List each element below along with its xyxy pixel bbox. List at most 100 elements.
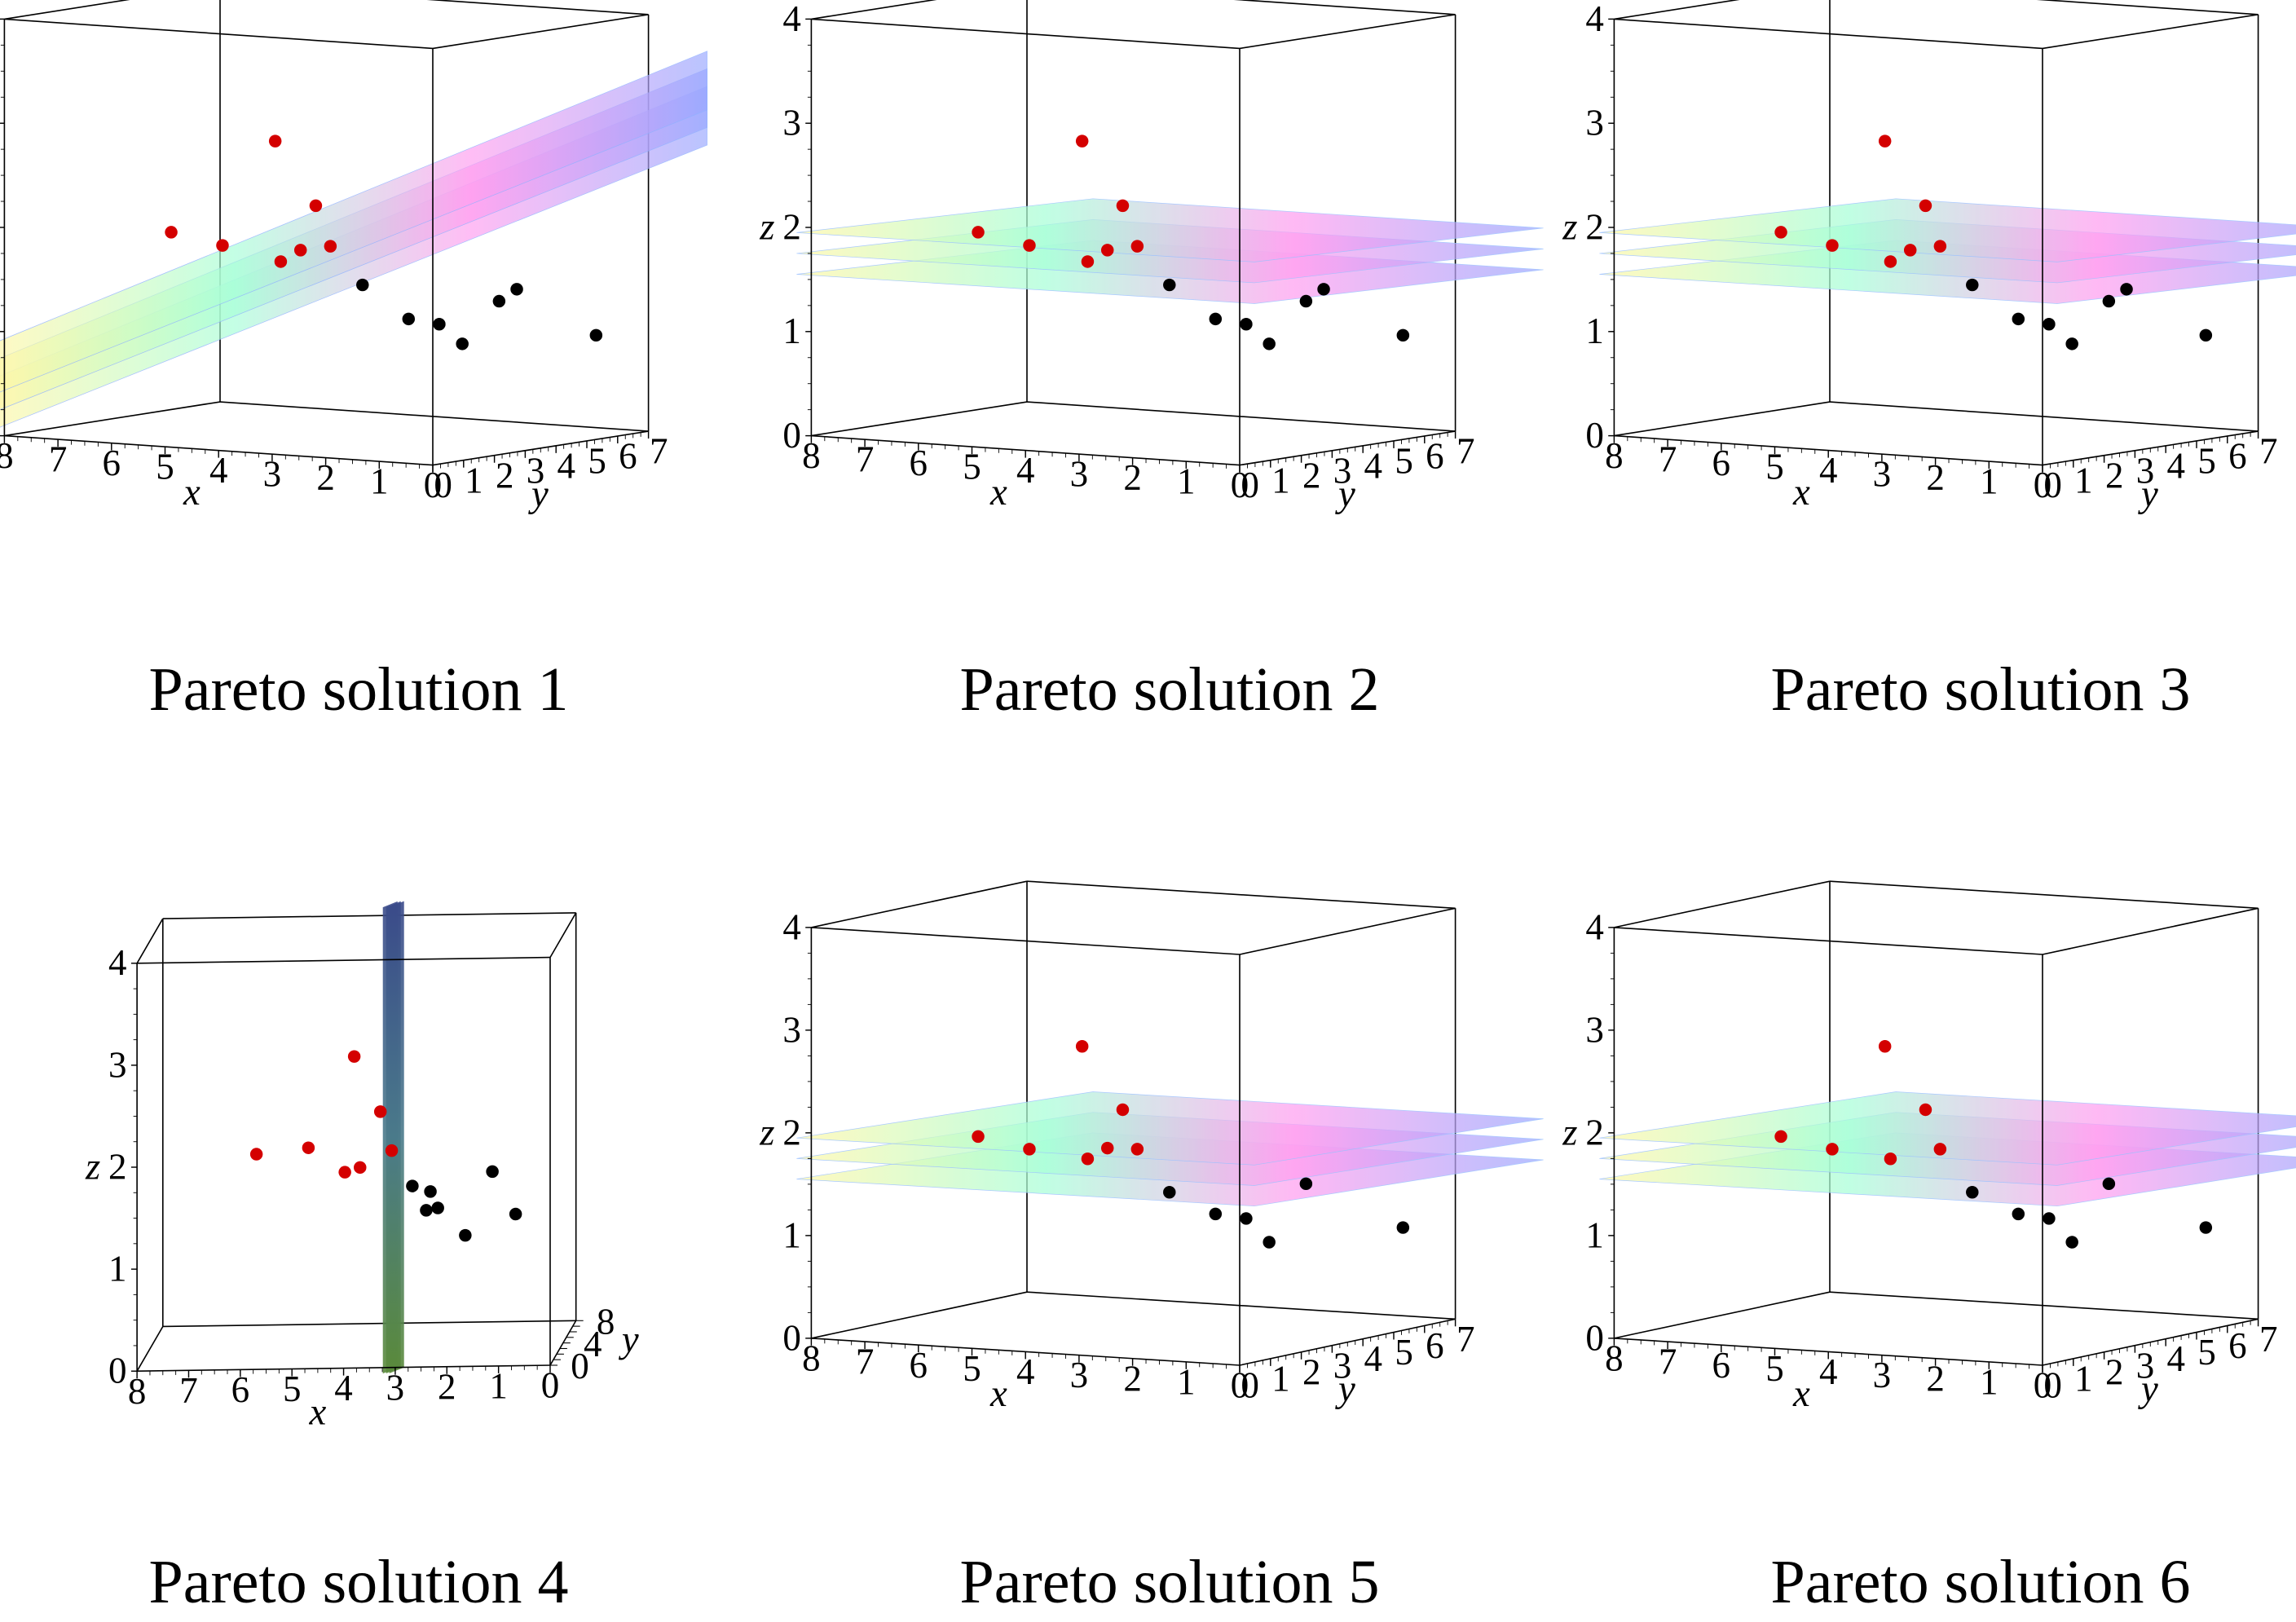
x-tick-label: 8 [802, 435, 821, 476]
z-tick-label: 4 [782, 906, 801, 947]
y-tick-label: 5 [1395, 1332, 1413, 1373]
x-tick-label: 3 [386, 1367, 405, 1408]
box-edge [1829, 401, 2259, 432]
y-tick-label: 0 [571, 1346, 589, 1386]
black-point [2065, 1236, 2078, 1249]
x-tick-label: 1 [370, 461, 389, 502]
z-tick-label: 0 [782, 1317, 801, 1358]
y-tick-label: 2 [1302, 1351, 1321, 1392]
z-tick-label: 1 [782, 1214, 801, 1255]
box-edge [1026, 880, 1456, 910]
plane-group [1599, 198, 2296, 304]
z-tick-label: 3 [1585, 1009, 1604, 1050]
plane-group [1599, 1091, 2296, 1207]
red-point [1919, 199, 1932, 213]
box-edge [1614, 0, 1740, 20]
red-point [1023, 239, 1036, 252]
red-point [1081, 1153, 1095, 1166]
red-point [1933, 1143, 1947, 1156]
y-tick-label: 7 [650, 431, 668, 472]
points-group [972, 134, 1410, 350]
black-point [589, 328, 603, 342]
z-axis-label: z [85, 1145, 100, 1188]
black-point [1163, 1185, 1176, 1199]
black-point [1263, 337, 1276, 350]
x-tick-label: 5 [963, 1348, 981, 1389]
box-edge [811, 1291, 1028, 1339]
black-point [1396, 1221, 1410, 1234]
box-edge [1614, 401, 1831, 437]
x-tick-label: 7 [1659, 439, 1677, 480]
box-edge [4, 0, 130, 20]
red-point [1826, 1143, 1839, 1156]
box-edge [432, 14, 649, 50]
x-tick-label: 6 [1712, 443, 1731, 483]
x-tick-label: 3 [1070, 1355, 1089, 1395]
red-point [1774, 1130, 1787, 1144]
red-point [1023, 1143, 1036, 1156]
points-group [1774, 1040, 2213, 1249]
black-point [2199, 328, 2213, 342]
box-edge [1026, 1291, 1456, 1320]
black-point [510, 283, 523, 296]
red-point [1826, 239, 1839, 252]
y-tick-label: 6 [1426, 1325, 1444, 1366]
box-edge [1829, 880, 2259, 910]
x-tick-label: 8 [802, 1338, 821, 1378]
red-point [324, 240, 337, 253]
x-tick-label: 3 [1873, 1355, 1892, 1395]
x-tick-label: 4 [209, 450, 228, 491]
box-edge [811, 0, 937, 20]
y-tick-label: 5 [588, 441, 606, 482]
x-axis-label: x [1792, 471, 1810, 513]
caption-6: Pareto solution 6 [1770, 1548, 2191, 1616]
x-tick-label: 6 [910, 443, 928, 483]
y-tick-label: 1 [1271, 460, 1290, 500]
black-point [1163, 278, 1176, 292]
x-tick-label: 7 [856, 1342, 875, 1382]
red-point [1100, 244, 1114, 257]
red-point [1075, 134, 1089, 148]
red-point [1130, 240, 1144, 253]
black-point [2102, 294, 2116, 308]
x-tick-label: 4 [1016, 1351, 1035, 1392]
x-tick-label: 1 [1980, 461, 1999, 502]
z-axis-label: z [1562, 205, 1577, 248]
black-point [1240, 318, 1253, 331]
x-tick-label: 0 [2034, 1365, 2052, 1406]
y-tick-label: 4 [2167, 445, 2186, 486]
points-group [1774, 134, 2213, 350]
plane-surface [0, 51, 707, 393]
z-tick-label: 2 [782, 206, 801, 247]
black-point [433, 318, 446, 331]
box-edge [2042, 907, 2259, 955]
x-tick-label: 1 [1980, 1361, 1999, 1402]
box-edge [136, 918, 164, 964]
red-point [1903, 244, 1917, 257]
x-axis-label: x [183, 471, 201, 513]
y-tick-label: 6 [1426, 436, 1444, 477]
x-axis-label: x [1792, 1373, 1810, 1415]
caption-2: Pareto solution 2 [959, 655, 1380, 724]
y-tick-label: 5 [2197, 1332, 2216, 1373]
red-point [1933, 240, 1947, 253]
box-edge [1614, 927, 2043, 955]
black-point [2199, 1221, 2213, 1234]
z-tick-label: 3 [782, 103, 801, 143]
red-point [309, 199, 323, 213]
box-edge [811, 401, 1028, 437]
black-point [1299, 1177, 1313, 1191]
black-point [2102, 1177, 2116, 1191]
red-point [1884, 255, 1897, 268]
red-point [165, 226, 178, 239]
x-tick-label: 5 [1765, 447, 1784, 487]
black-point [424, 1185, 437, 1198]
z-tick-label: 0 [782, 415, 801, 456]
y-tick-label: 7 [1456, 431, 1475, 472]
